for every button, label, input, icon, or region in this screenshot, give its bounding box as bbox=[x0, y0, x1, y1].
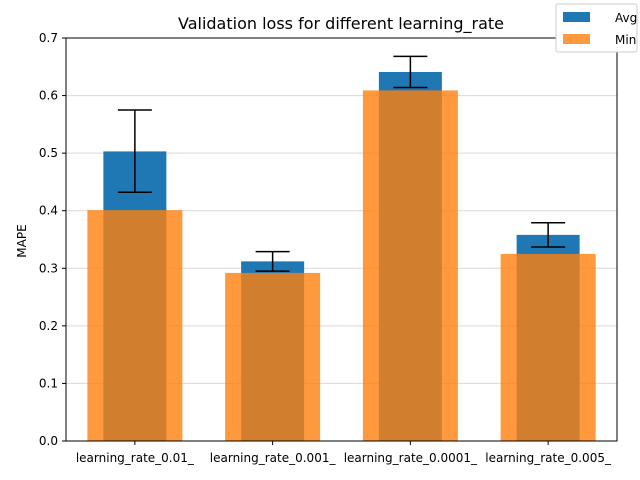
y-tick-label: 0.7 bbox=[39, 31, 58, 45]
bar-min bbox=[87, 210, 183, 441]
bars bbox=[87, 71, 596, 442]
legend-swatch-avg bbox=[563, 12, 590, 22]
legend: Avg Min bbox=[555, 3, 638, 53]
legend-label-min: Min bbox=[615, 33, 636, 47]
y-tick-label: 0.2 bbox=[39, 319, 58, 333]
y-axis-ticks: 0.0 0.1 0.2 0.3 0.4 0.5 0.6 0.7 bbox=[39, 31, 66, 448]
chart-title: Validation loss for different learning_r… bbox=[178, 14, 504, 34]
x-axis-ticks: learning_rate_0.01_ learning_rate_0.001_ l… bbox=[76, 441, 612, 465]
plot-frame bbox=[65, 37, 618, 442]
legend-swatch-min bbox=[563, 34, 590, 44]
bar-min bbox=[500, 253, 596, 441]
y-tick-label: 0.3 bbox=[39, 261, 58, 275]
x-tick-label: learning_rate_0.0001_ bbox=[344, 451, 478, 465]
bar-min bbox=[362, 90, 458, 441]
x-tick-label: learning_rate_0.005_ bbox=[485, 451, 612, 465]
x-tick-label: learning_rate_0.01_ bbox=[76, 451, 195, 465]
error-bars bbox=[117, 55, 566, 272]
y-tick-label: 0.4 bbox=[39, 204, 58, 218]
y-tick-label: 0.6 bbox=[39, 89, 58, 103]
x-tick-label: learning_rate_0.001_ bbox=[210, 451, 337, 465]
y-tick-label: 0.1 bbox=[39, 376, 58, 390]
legend-label-avg: Avg bbox=[615, 11, 637, 25]
bar-min bbox=[225, 272, 321, 441]
y-tick-label: 0.5 bbox=[39, 146, 58, 160]
y-tick-label: 0.0 bbox=[39, 434, 58, 448]
y-axis-label: MAPE bbox=[15, 224, 29, 257]
